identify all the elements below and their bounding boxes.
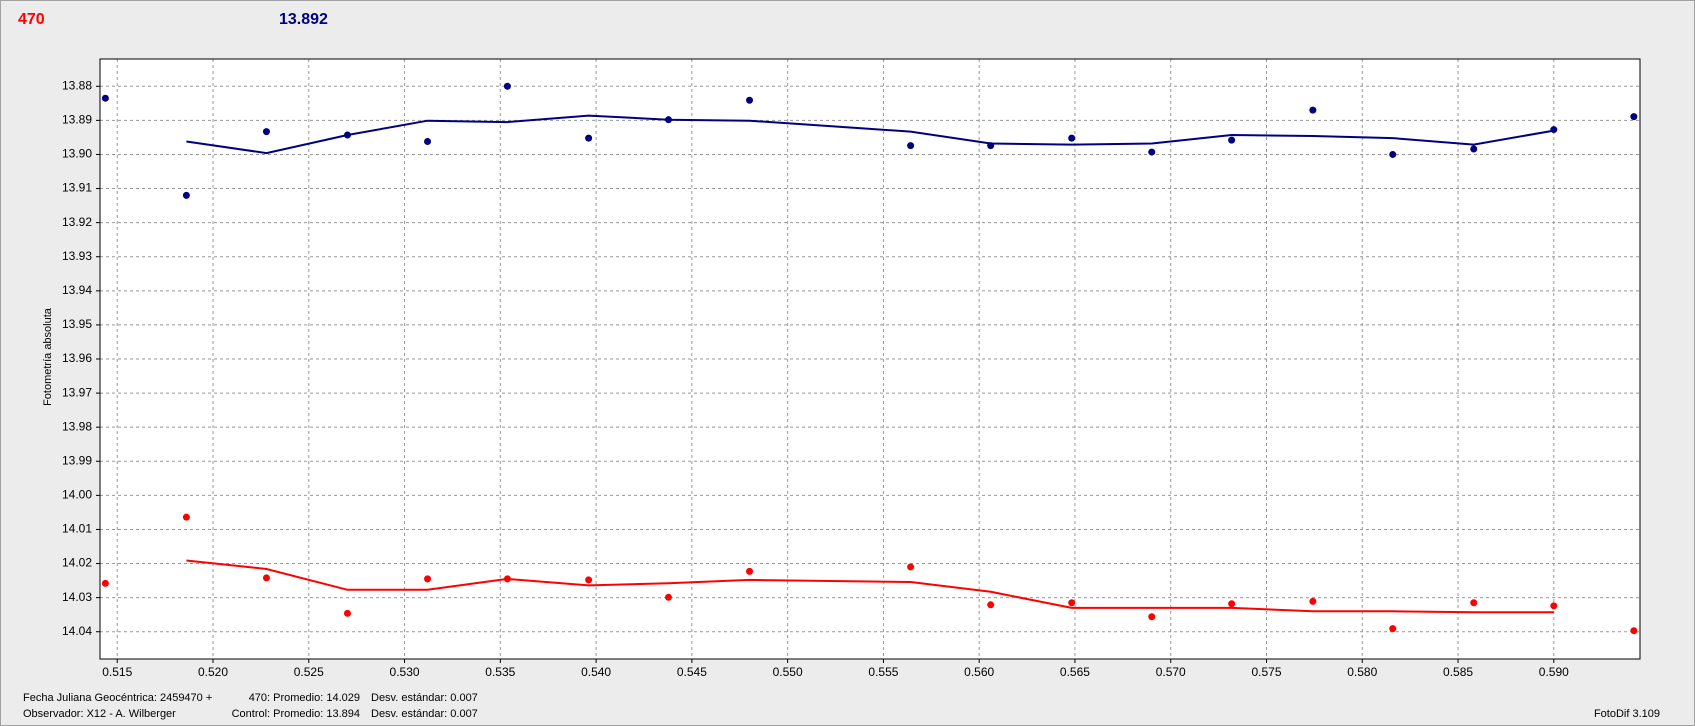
y-tick-label: 13.93 [62,249,92,263]
data-point [746,96,754,104]
x-tick-label: 0.550 [773,665,803,679]
data-point [1228,136,1236,144]
data-point [1389,625,1397,633]
data-point [1309,597,1317,605]
x-tick-label: 0.530 [390,665,420,679]
data-point [1470,599,1478,607]
data-point [585,576,593,584]
y-tick-label: 13.98 [62,419,92,433]
data-point [424,138,432,145]
data-point [262,574,270,582]
x-tick-label: 0.540 [581,665,611,679]
data-point [1309,106,1317,114]
footer-text: 470: Promedio: 14.029 [249,692,360,704]
footer-text: Control: Promedio: 13.894 [232,708,360,720]
top-label: 13.892 [279,11,328,28]
y-tick-label: 13.92 [62,215,92,229]
trend-line [186,114,1554,155]
x-tick-label: 0.520 [198,665,228,679]
y-tick-label: 13.88 [62,78,92,92]
data-point [907,563,915,571]
x-tick-label: 0.585 [1443,665,1473,679]
y-tick-label: 13.95 [62,317,92,331]
data-point [101,579,109,587]
x-tick-label: 0.570 [1156,665,1186,679]
data-point [746,567,754,575]
data-point [1470,145,1478,153]
y-tick-label: 13.99 [62,453,92,467]
x-tick-label: 0.560 [964,665,994,679]
x-tick-label: 0.525 [294,665,324,679]
x-tick-label: 0.580 [1347,665,1377,679]
data-point [987,601,995,609]
footer-text: FotoDif 3.109 [1594,708,1660,720]
data-point [182,513,190,521]
data-point [585,134,593,142]
data-point [182,191,190,199]
data-point [101,94,109,102]
data-point [343,609,351,617]
plot-border [99,58,1641,660]
y-tick-label: 13.91 [62,181,92,195]
y-tick-label: 13.89 [62,113,92,127]
data-point [1148,148,1156,156]
y-tick-label: 13.96 [62,351,92,365]
footer-text: Desv. estándar: 0.007 [371,708,478,720]
y-tick-label: 13.90 [62,147,92,161]
data-point [1068,599,1076,607]
data-point [1148,613,1156,621]
data-point [1389,150,1397,158]
x-tick-label: 0.535 [485,665,515,679]
data-point [1068,134,1076,142]
x-tick-label: 0.590 [1539,665,1569,679]
data-point [262,128,270,136]
data-point [1228,600,1236,608]
x-tick-label: 0.515 [102,665,132,679]
footer-text: Desv. estándar: 0.007 [371,692,478,704]
top-label: 470 [18,11,45,28]
data-point [664,593,672,601]
y-axis-label: Fotometría absoluta [42,307,54,406]
data-point [424,575,432,583]
data-point [907,142,915,150]
footer-text: Fecha Juliana Geocéntrica: 2459470 + [23,692,212,704]
y-tick-label: 14.00 [62,488,92,502]
trend-line [186,559,1554,614]
footer-text: Observador: X12 - A. Wilberger [23,708,176,720]
y-tick-label: 14.01 [62,522,92,536]
y-tick-label: 14.03 [62,590,92,604]
y-tick-label: 14.04 [62,624,92,638]
y-tick-label: 13.94 [62,283,92,297]
data-point [1550,602,1558,610]
y-tick-label: 13.97 [62,385,92,399]
data-point [1630,113,1638,121]
x-tick-label: 0.555 [868,665,898,679]
x-tick-label: 0.565 [1060,665,1090,679]
data-point [503,82,511,90]
y-tick-label: 14.02 [62,556,92,570]
x-tick-label: 0.545 [677,665,707,679]
data-point [1630,627,1638,635]
x-tick-label: 0.575 [1251,665,1281,679]
